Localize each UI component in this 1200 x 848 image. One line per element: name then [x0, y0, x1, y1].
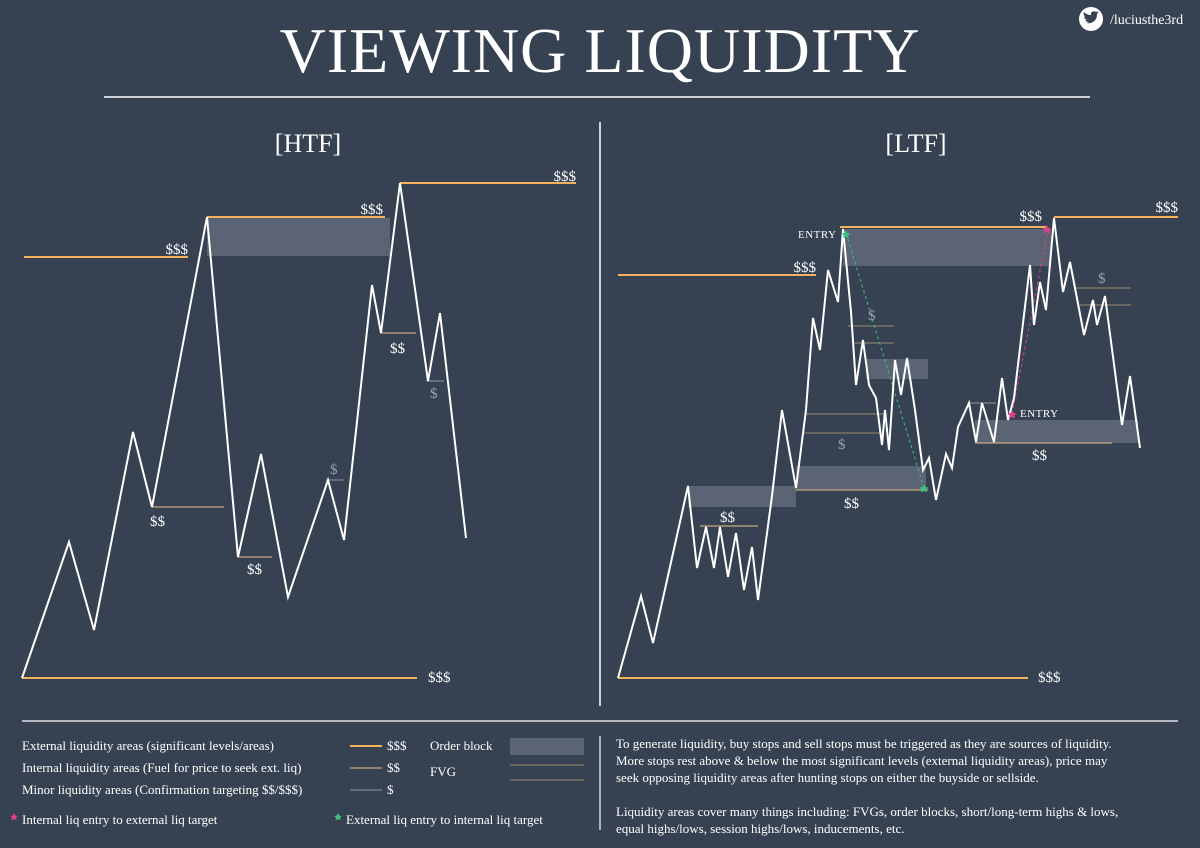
htf-title: [HTF] — [275, 129, 341, 158]
ltf-label-left-high: $$$ — [794, 260, 817, 276]
ltf-label-entry-mid: ENTRY — [1020, 408, 1059, 420]
ltf-internal-entry-connector — [1011, 229, 1049, 415]
ltf-label-top-right: $$$ — [1156, 200, 1179, 216]
legend-minor-symbol: $ — [387, 782, 394, 797]
page-title: VIEWING LIQUIDITY — [280, 15, 921, 86]
notes-p1-line1: To generate liquidity, buy stops and sel… — [616, 736, 1112, 751]
legend-external-entry-text: External liq entry to internal liq targe… — [346, 812, 543, 827]
ltf-internal-entry-marker-icon — [1007, 410, 1017, 419]
legend-minor-text: Minor liquidity areas (Confirmation targ… — [22, 782, 302, 797]
legend: External liquidity areas (significant le… — [10, 738, 584, 827]
twitter-handle-text: /luciusthe3rd — [1110, 13, 1183, 28]
legend-external-entry-marker-icon — [334, 813, 342, 821]
htf-label-middle-high: $$$ — [361, 202, 384, 218]
ltf-label-middle-high: $$$ — [1020, 209, 1043, 225]
notes-p2-line1: Liquidity areas cover many things includ… — [616, 804, 1118, 819]
ltf-label-bottom-low: $$$ — [1038, 670, 1061, 686]
htf-label-bottom-low: $$$ — [428, 670, 451, 686]
legend-order-block-text: Order block — [430, 738, 493, 753]
htf-panel: [HTF] $$$ $$$ $$$ $$$ $$ $$ $$ $ $ — [21, 129, 577, 686]
ltf-label-int-1: $$ — [720, 510, 736, 526]
htf-label-top-right: $$$ — [554, 169, 577, 185]
htf-label-int-2: $$ — [247, 562, 263, 578]
legend-internal-entry-marker-icon — [10, 813, 18, 821]
htf-price-path — [21, 182, 467, 679]
legend-fvg-text: FVG — [430, 764, 456, 779]
htf-label-minor-2: $ — [430, 386, 438, 402]
legend-internal-entry-text: Internal liq entry to external liq targe… — [22, 812, 218, 827]
ltf-order-block-top — [843, 229, 1051, 266]
ltf-price-path — [617, 217, 1141, 679]
ltf-label-minor-2: $ — [838, 437, 846, 453]
notes: To generate liquidity, buy stops and sel… — [616, 736, 1118, 836]
ltf-label-minor-1: $ — [868, 308, 876, 324]
notes-p2-line2: equal highs/lows, session highs/lows, in… — [616, 821, 905, 836]
ltf-title: [LTF] — [885, 129, 946, 158]
notes-p1-line2: More stops rest above & below the most s… — [616, 753, 1108, 768]
ltf-label-int-2: $$ — [844, 496, 860, 512]
ltf-order-block-right — [975, 420, 1138, 443]
ltf-external-target-marker-icon — [919, 484, 929, 493]
htf-label-minor-1: $ — [330, 462, 338, 478]
legend-internal-text: Internal liquidity areas (Fuel for price… — [22, 760, 301, 775]
ltf-label-entry-top: ENTRY — [798, 229, 837, 241]
ltf-label-minor-3: $ — [1098, 271, 1106, 287]
htf-label-left-high: $$$ — [166, 242, 189, 258]
ltf-external-entry-marker-icon — [841, 230, 851, 239]
htf-order-block — [207, 218, 390, 256]
legend-external-symbol: $$$ — [387, 738, 407, 753]
twitter-bird-icon — [1079, 7, 1103, 31]
ltf-label-int-3: $$ — [1032, 448, 1048, 464]
htf-label-int-3: $$ — [390, 341, 406, 357]
htf-label-int-1: $$ — [150, 514, 166, 530]
legend-internal-symbol: $$ — [387, 760, 401, 775]
ltf-panel: [LTF] — [617, 129, 1179, 686]
ltf-internal-target-marker-icon — [1042, 225, 1052, 234]
ltf-external-entry-connector — [845, 232, 925, 489]
legend-external-text: External liquidity areas (significant le… — [22, 738, 274, 753]
ltf-order-block-mid — [796, 466, 926, 490]
twitter-handle[interactable]: /luciusthe3rd — [1079, 7, 1183, 31]
ltf-order-block-left — [688, 486, 796, 507]
legend-order-block-swatch — [510, 738, 584, 755]
notes-p1-line3: seek opposing liquidity areas after hunt… — [616, 770, 1039, 785]
